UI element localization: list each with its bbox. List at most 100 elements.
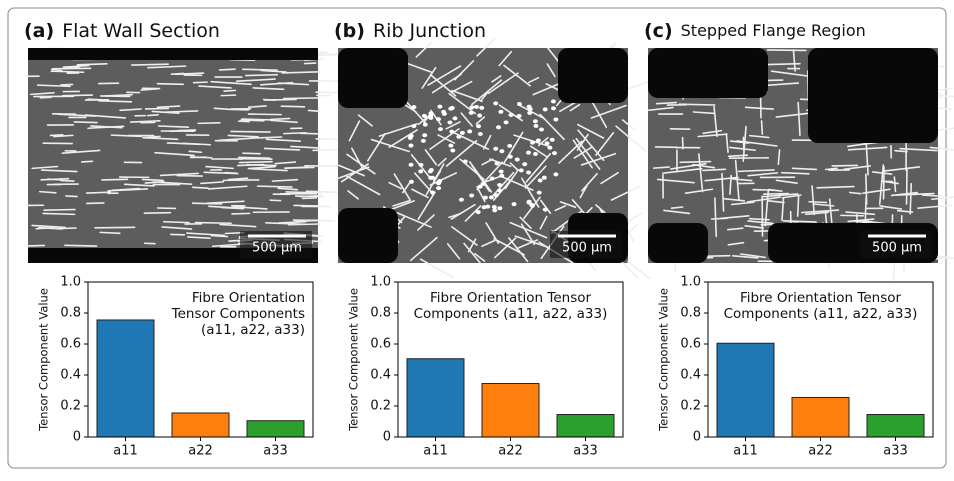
fibre-end [483, 196, 488, 200]
fibre [53, 71, 83, 72]
fibre [225, 173, 237, 174]
fibre-end [533, 152, 538, 156]
fibre [82, 161, 93, 162]
fibre-end [499, 149, 504, 153]
fibre-end [538, 178, 543, 182]
fibre [43, 213, 74, 214]
fibre-end [409, 163, 414, 167]
fibre-end [552, 151, 557, 155]
fibre [895, 151, 907, 152]
fibre-end [539, 127, 544, 131]
fibre [102, 179, 128, 180]
fibre [246, 75, 277, 76]
fibre-end [450, 149, 455, 153]
y-tick-label: 0.4 [60, 368, 81, 383]
fibre [937, 96, 954, 97]
x-tick-label: a11 [423, 444, 448, 459]
fibre-end [463, 160, 468, 164]
fibre-end [497, 183, 502, 187]
fibre-end [507, 144, 512, 148]
micrograph: 500 µm [648, 48, 954, 280]
fibre [809, 202, 826, 203]
y-tick-label: 0.8 [60, 306, 81, 321]
micrograph-bg [28, 48, 318, 263]
fibre-end [530, 141, 535, 145]
fibre-end [441, 110, 446, 114]
void [28, 48, 318, 60]
scale-label: 500 µm [872, 241, 922, 256]
bar [407, 359, 464, 437]
fibre [762, 121, 763, 134]
fibre [164, 222, 189, 223]
fibre-end [422, 133, 427, 137]
fibre-end [528, 107, 533, 111]
fibre [284, 98, 321, 99]
micrograph: 500 µm [28, 48, 349, 263]
fibre-end [493, 101, 498, 105]
y-tick-label: 0.6 [680, 337, 701, 352]
bar [557, 415, 614, 437]
fibre-end [479, 106, 484, 110]
fibre [242, 119, 275, 120]
fibre-end [448, 144, 453, 148]
y-tick-label: 0.6 [60, 337, 81, 352]
fibre-end [504, 120, 509, 124]
fibre [95, 227, 135, 228]
fibre-end [553, 172, 558, 176]
fibre-end [497, 189, 502, 193]
micrograph: 500 µm [338, 39, 650, 279]
fibre-end [509, 113, 514, 117]
fibre [284, 133, 306, 134]
fibre-end [536, 138, 541, 142]
fibre-end [522, 162, 527, 166]
y-axis-label: Tensor Component Value [657, 288, 671, 432]
annotation: Fibre Orientation Tensor [740, 290, 902, 306]
x-tick-label: a33 [883, 444, 908, 459]
void [558, 48, 628, 103]
bar [247, 421, 304, 437]
fibre [729, 155, 748, 156]
annotation: Fibre Orientation [192, 290, 305, 306]
fibre-end [411, 105, 416, 109]
fibre-end [512, 202, 517, 206]
fibre-end [533, 119, 538, 123]
fibre [63, 95, 93, 96]
fibre [132, 64, 168, 65]
fibre [240, 162, 273, 163]
annotation: Tensor Components [171, 306, 305, 322]
fibre-end [469, 105, 474, 109]
void [808, 48, 938, 143]
fibre [191, 157, 212, 158]
fibre [65, 245, 97, 246]
fibre-end [490, 177, 495, 181]
y-tick-label: 0.8 [680, 306, 701, 321]
fibre-end [489, 195, 494, 199]
fibre-end [421, 139, 426, 143]
panel-title: (c)Stepped Flange Region [644, 20, 866, 42]
fibre-end [537, 191, 542, 195]
fibre [74, 122, 97, 123]
fibre-end [436, 117, 441, 121]
scale-label: 500 µm [252, 241, 302, 256]
fibre [305, 63, 316, 64]
fibre-end [551, 99, 556, 103]
fibre-end [428, 176, 433, 180]
x-tick-label: a22 [498, 444, 523, 459]
fibre [177, 176, 202, 177]
fibre-end [418, 163, 423, 167]
fibre [679, 104, 714, 105]
fibre-end [526, 151, 531, 155]
y-tick-label: 0.6 [370, 337, 391, 352]
fibre [248, 114, 281, 115]
fibre [703, 169, 725, 170]
y-tick-label: 0.2 [370, 399, 391, 414]
fibre-end [517, 102, 522, 106]
fibre-end [498, 110, 503, 114]
fibre-end [447, 121, 452, 125]
fibre [798, 195, 799, 216]
fibre [680, 162, 710, 163]
fibre [767, 64, 800, 65]
fibre [303, 198, 316, 199]
fibre-end [481, 182, 486, 186]
fibre-end [411, 124, 416, 128]
